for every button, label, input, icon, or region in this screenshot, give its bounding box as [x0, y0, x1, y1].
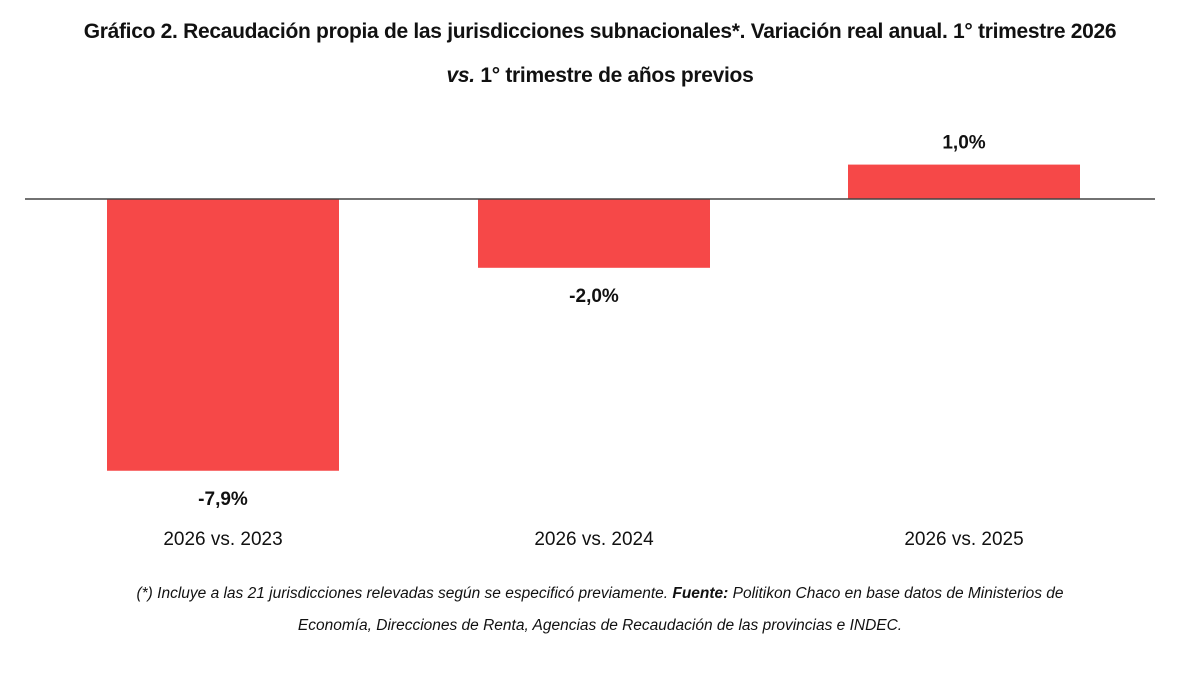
footnote-source-label: Fuente: — [672, 585, 729, 602]
bar — [107, 199, 339, 471]
x-tick-label: 2026 vs. 2023 — [163, 529, 282, 550]
footnote-line-2: Economía, Direcciones de Renta, Agencias… — [297, 617, 903, 634]
bar-data-label: 1,0% — [942, 133, 985, 154]
x-tick-label: 2026 vs. 2025 — [904, 529, 1023, 550]
bar-chart: -7,9% 2026 vs. 2023 -2,0% 2026 vs. 2024 1,0%… — [25, 133, 1155, 550]
bar-data-label: -2,0% — [569, 286, 619, 307]
footnote-source: Politikon Chaco en base datos de Ministe… — [728, 585, 1064, 602]
x-tick-label: 2026 vs. 2024 — [534, 529, 654, 550]
bar — [848, 164, 1080, 199]
chart-title-line-2-rest: 1° trimestre de años previos — [474, 64, 754, 87]
bar-data-label: -7,9% — [198, 489, 248, 510]
bar — [478, 199, 710, 268]
chart-title-line-1: Gráfico 2. Recaudación propia de las jur… — [83, 20, 1117, 43]
footnote-note: (*) Incluye a las 21 jurisdicciones rele… — [136, 585, 673, 602]
footnote-line-1: (*) Incluye a las 21 jurisdicciones rele… — [0, 578, 1200, 610]
chart-title: Gráfico 2. Recaudación propia de las jur… — [0, 10, 1200, 98]
chart-footnote: (*) Incluye a las 21 jurisdicciones rele… — [0, 578, 1200, 642]
chart-title-line-2: vs. 1° trimestre de años previos — [0, 54, 1200, 98]
chart-title-vs: vs. — [446, 64, 476, 87]
